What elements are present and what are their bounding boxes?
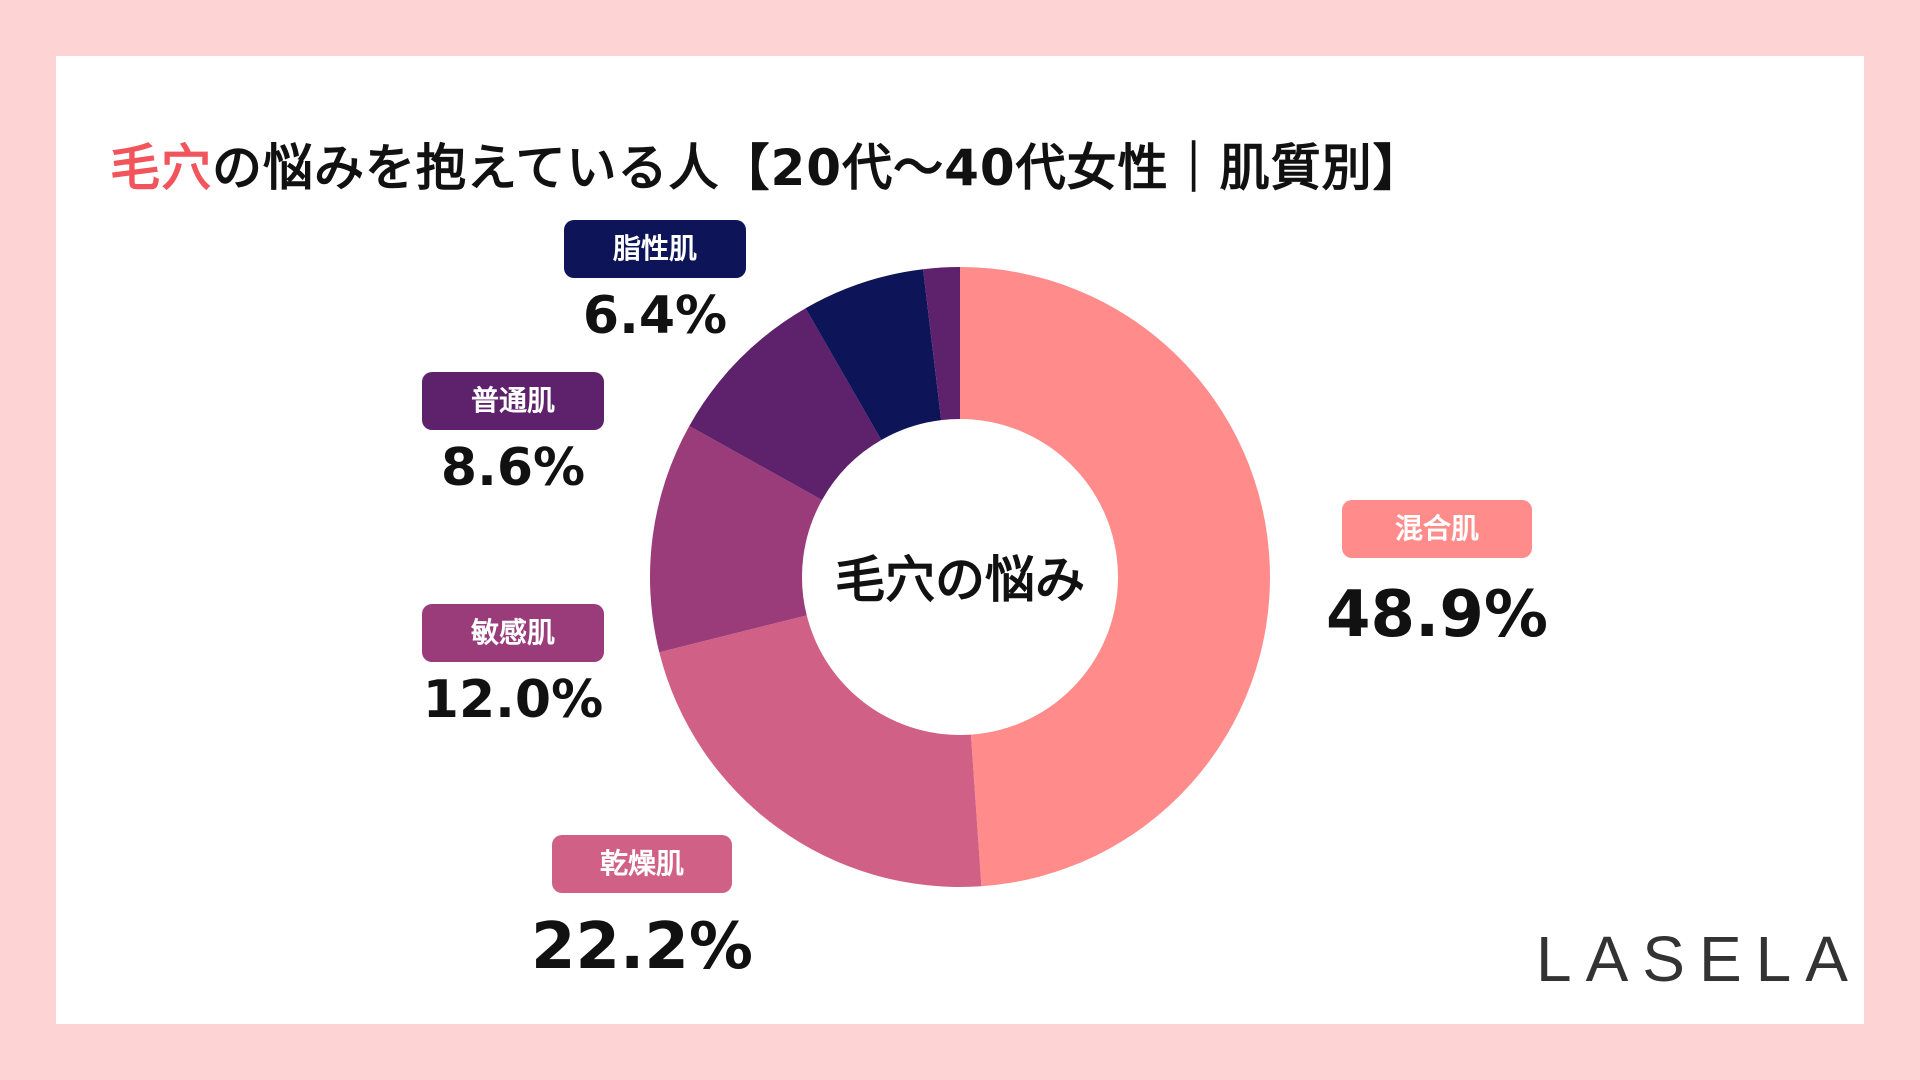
donut-slice-2: [649, 425, 823, 653]
slice-label-pill-2: 敏感肌: [422, 604, 604, 662]
donut-slice-4: [805, 269, 942, 441]
slice-value-label-2: 12.0%: [422, 670, 604, 730]
slice-value-label-0: 48.9%: [1325, 578, 1549, 652]
donut-center-label: 毛穴の悩み: [835, 551, 1085, 609]
chart-title-rest: の悩みを抱えている人【20代〜40代女性｜肌質別】: [212, 139, 1424, 197]
slice-value-label-4: 6.4%: [582, 286, 728, 346]
donut-slice-0: [960, 267, 1271, 887]
slice-label-pill-0: 混合肌: [1342, 500, 1532, 558]
lasela-logo: LASELA: [1536, 923, 1862, 995]
slice-label-pill-1: 乾燥肌: [552, 835, 732, 893]
slice-value-label-3: 8.6%: [440, 438, 586, 498]
donut-slice-1: [659, 615, 982, 887]
chart-title: 毛穴の悩みを抱えている人【20代〜40代女性｜肌質別】: [110, 128, 1424, 200]
donut-slice-3: [689, 308, 882, 501]
slice-label-pill-3: 普通肌: [422, 372, 604, 430]
slice-value-label-1: 22.2%: [530, 910, 754, 984]
chart-title-accent: 毛穴: [110, 139, 212, 197]
slice-label-pill-4: 脂性肌: [564, 220, 746, 278]
donut-slice-5: [923, 267, 960, 421]
